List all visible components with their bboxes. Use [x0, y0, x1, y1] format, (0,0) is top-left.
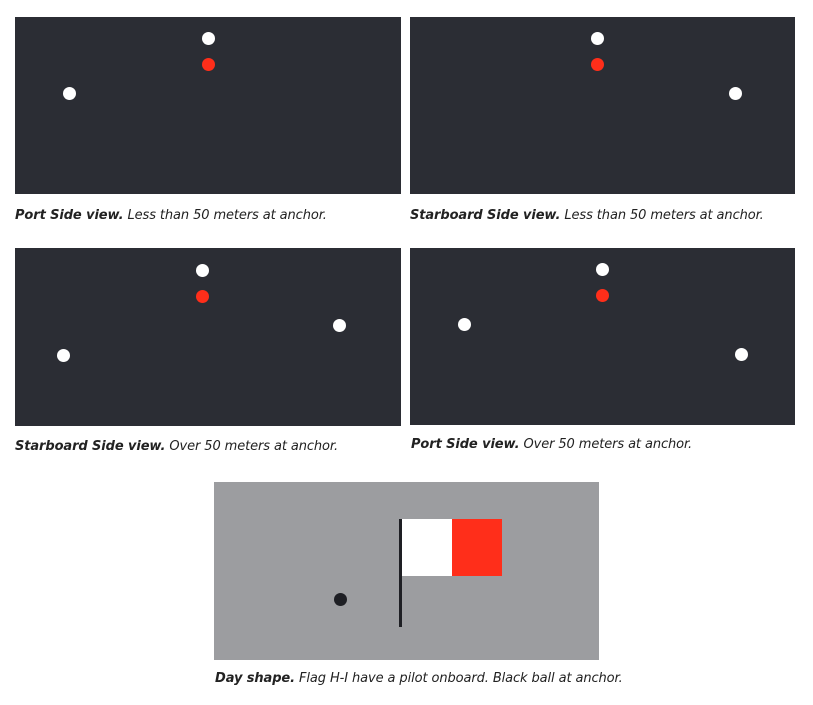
forward-anchor-white-light [333, 319, 346, 332]
masthead-white-light [591, 32, 604, 45]
masthead-white-light [202, 32, 215, 45]
red-pilot-light [591, 58, 604, 71]
black-ball-day-shape [334, 593, 347, 606]
flag-pole [399, 519, 402, 627]
anchor-white-light [729, 87, 742, 100]
aft-anchor-white-light [57, 349, 70, 362]
red-pilot-light [196, 290, 209, 303]
caption-view-label: Port Side view. [411, 437, 520, 452]
day-shape-caption: Day shape. Flag H-I have a pilot onboard… [215, 671, 623, 687]
flag-h-red-half [452, 519, 502, 576]
caption-description: Over 50 meters at anchor. [519, 437, 693, 452]
night-view-panel-starboard-over-50 [15, 248, 401, 426]
caption-description: Flag H-I have a pilot onboard. Black bal… [295, 671, 623, 686]
caption-view-label: Starboard Side view. [15, 439, 166, 454]
panel-caption-starboard-over-50: Starboard Side view. Over 50 meters at a… [15, 439, 338, 455]
night-view-panel-port-under-50 [15, 17, 401, 194]
masthead-white-light [596, 263, 609, 276]
caption-view-label: Starboard Side view. [410, 208, 561, 223]
panel-caption-port-over-50: Port Side view. Over 50 meters at anchor… [411, 437, 692, 453]
night-view-panel-port-over-50 [410, 248, 795, 425]
caption-description: Less than 50 meters at anchor. [560, 208, 764, 223]
anchor-white-light [63, 87, 76, 100]
caption-view-label: Port Side view. [15, 208, 124, 223]
red-pilot-light [596, 289, 609, 302]
flag-h-white-half [402, 519, 452, 576]
caption-description: Over 50 meters at anchor. [165, 439, 338, 454]
red-pilot-light [202, 58, 215, 71]
forward-anchor-white-light [458, 318, 471, 331]
day-shape-panel [214, 482, 599, 660]
caption-description: Less than 50 meters at anchor. [123, 208, 327, 223]
caption-view-label: Day shape. [215, 671, 295, 686]
night-view-panel-starboard-under-50 [410, 17, 795, 194]
aft-anchor-white-light [735, 348, 748, 361]
masthead-white-light [196, 264, 209, 277]
panel-caption-port-under-50: Port Side view. Less than 50 meters at a… [15, 208, 327, 224]
panel-caption-starboard-under-50: Starboard Side view. Less than 50 meters… [410, 208, 764, 224]
